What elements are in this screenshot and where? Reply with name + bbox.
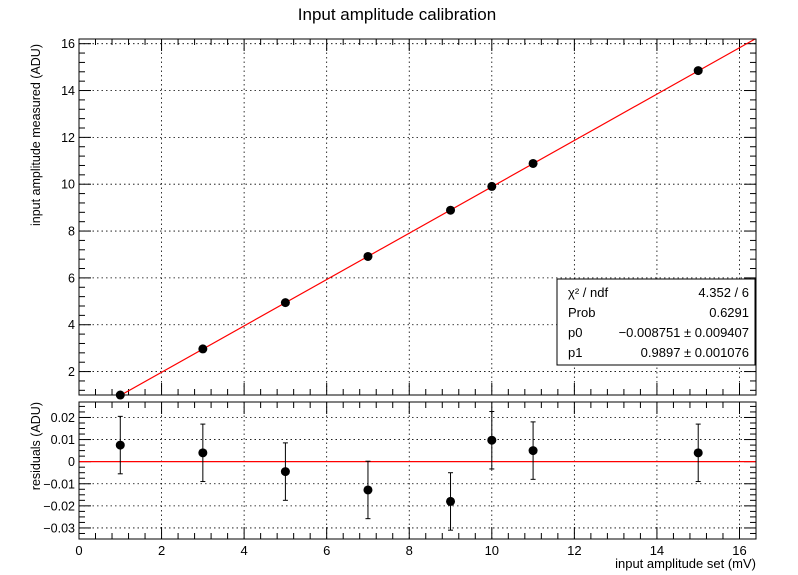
plot-frame	[78, 401, 757, 540]
data-point	[693, 448, 703, 458]
stats-box-frame	[556, 278, 756, 366]
data-point	[363, 485, 373, 495]
data-point	[280, 298, 290, 308]
top-plot: 2 4 6 8 10 12 14 16	[61, 37, 757, 400]
y-tick-label: −0.02	[43, 499, 75, 513]
data-point	[693, 66, 703, 76]
stats-label: p1	[568, 345, 582, 360]
x-axis-label: input amplitude set (mV)	[615, 556, 756, 571]
top-y-axis-label: input amplitude measured (ADU)	[29, 44, 43, 226]
y-tick-label: 12	[61, 131, 75, 145]
stats-value: 0.9897 ± 0.001076	[641, 345, 749, 360]
y-tick-label: 0.02	[51, 411, 75, 425]
data-point	[446, 205, 456, 215]
chart-title: Input amplitude calibration	[298, 5, 496, 24]
x-tick-label: 12	[567, 543, 581, 558]
plot-frame	[78, 38, 757, 396]
data-point	[280, 467, 290, 477]
stats-value: 0.6291	[709, 305, 749, 320]
x-tick-label: 10	[485, 543, 499, 558]
data-point	[528, 158, 538, 168]
data-point	[487, 435, 497, 445]
y-tick-label: 14	[61, 84, 75, 98]
x-tick-label: 6	[323, 543, 330, 558]
x-tick-label: 4	[241, 543, 248, 558]
stats-label: χ² / ndf	[568, 285, 608, 300]
x-tick-label: 8	[406, 543, 413, 558]
y-tick-label: 0.01	[51, 433, 75, 447]
y-tick-label: 4	[68, 318, 75, 332]
data-point	[363, 251, 373, 261]
data-point	[446, 496, 456, 506]
x-tick-label: 0	[75, 543, 82, 558]
fit-statistics-box: χ² / ndf 4.352 / 6 Prob 0.6291 p0 −0.008751 ±…	[556, 278, 756, 366]
x-tick-label: 2	[158, 543, 165, 558]
y-tick-label: 0	[68, 455, 75, 469]
y-tick-label: 6	[68, 271, 75, 285]
residuals-plot: −0.03 −0.02 −0.01 0 0.01 0.02 0 2 4 6 8 10 12 14 16	[43, 401, 757, 558]
y-tick-label: 16	[61, 37, 75, 51]
data-point	[198, 344, 208, 354]
y-tick-label: 8	[68, 225, 75, 239]
y-tick-label: 10	[61, 178, 75, 192]
y-tick-label: −0.01	[43, 477, 75, 491]
x-tick-label: 14	[650, 543, 664, 558]
data-point	[115, 440, 125, 450]
stats-label: Prob	[568, 305, 595, 320]
stats-value: −0.008751 ± 0.009407	[619, 325, 749, 340]
stats-value: 4.352 / 6	[698, 285, 749, 300]
data-point	[528, 446, 538, 456]
bottom-y-axis-label: residuals (ADU)	[29, 402, 43, 490]
stats-label: p0	[568, 325, 582, 340]
data-point	[198, 448, 208, 458]
x-tick-label: 16	[732, 543, 746, 558]
fit-line	[120, 38, 756, 396]
y-tick-label: −0.03	[43, 521, 75, 535]
data-point	[487, 181, 497, 191]
y-tick-label: 2	[68, 365, 75, 379]
